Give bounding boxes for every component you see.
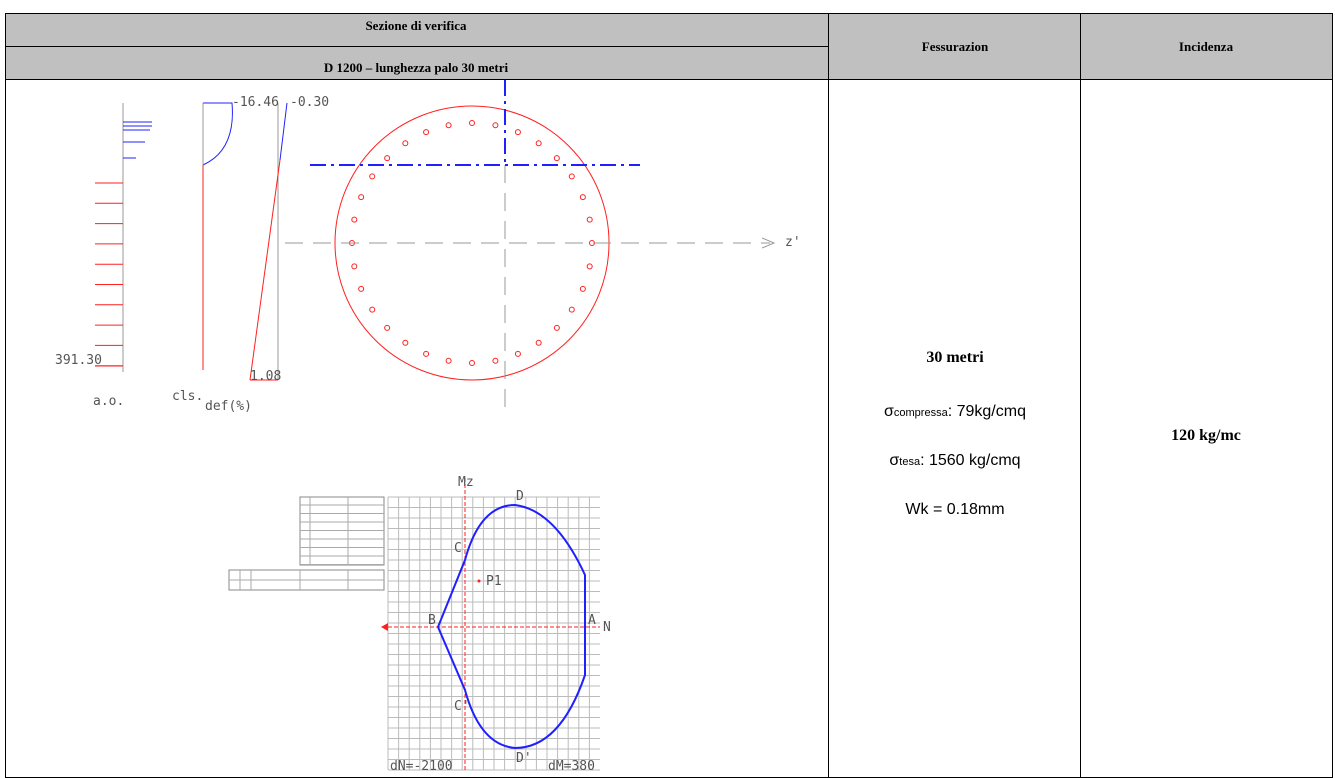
rebar	[384, 155, 391, 162]
figure-label: z'	[785, 235, 801, 250]
rebar	[579, 194, 586, 201]
figure-label: B	[428, 613, 436, 628]
rebar	[553, 324, 560, 331]
figure-label: C'	[454, 699, 470, 714]
col-header: Incidenza	[1179, 39, 1234, 54]
rebar	[402, 339, 409, 346]
rebar	[351, 216, 358, 223]
line	[279, 102, 288, 161]
wk: Wk = 0.18mm	[905, 501, 1004, 518]
rebar	[568, 306, 575, 313]
rebar	[492, 357, 499, 364]
figure-label: dM=380	[548, 759, 595, 774]
subscript: compressa	[894, 407, 949, 419]
rebar	[358, 194, 365, 201]
rebar	[535, 140, 542, 147]
rebar	[445, 357, 452, 364]
section-title: Sezione di verifica	[365, 18, 467, 33]
rebar	[586, 263, 593, 270]
figure-label: a.o.	[93, 394, 124, 409]
figure-label: 391.30	[55, 353, 102, 368]
rebar	[369, 306, 376, 313]
rebar	[445, 122, 452, 129]
incidenza: 120 kg/mc	[1171, 427, 1241, 444]
rebar	[402, 140, 409, 147]
rebar	[384, 324, 391, 331]
sigma-compressa: σcompressa: 79kg/cmq	[884, 403, 1026, 420]
figure-label: -0.30	[290, 95, 329, 110]
figure: 391.30 a.o. cls.def(%) -16.46 -0.30 1.08 z' Mz D…	[55, 80, 801, 774]
figure-label: C	[454, 541, 462, 556]
rebar	[469, 360, 475, 366]
line	[249, 159, 281, 381]
rebar	[514, 129, 521, 136]
rebar	[358, 285, 365, 292]
figure-label: -16.46	[232, 95, 279, 110]
domain	[436, 503, 586, 750]
rebar	[553, 155, 560, 162]
rebar	[492, 122, 499, 129]
figure-label: A	[588, 613, 596, 628]
length: 30 metri	[926, 349, 984, 366]
symbol: σ	[884, 403, 894, 420]
rebar	[423, 350, 430, 357]
rebar	[568, 173, 575, 180]
figure-label: cls.	[172, 389, 203, 404]
figure-label: D'	[516, 751, 532, 766]
point	[477, 579, 481, 583]
figure-label: P1	[486, 574, 502, 589]
value: : 79kg/cmq	[948, 403, 1026, 420]
subscript: tesa	[899, 456, 921, 468]
rebar	[469, 120, 475, 126]
arrow	[381, 623, 388, 631]
figure-label: Mz	[458, 475, 474, 490]
stress-curve	[202, 102, 233, 166]
section-subtitle: D 1200 – lunghezza palo 30 metri	[324, 60, 509, 75]
value: : 1560 kg/cmq	[920, 452, 1021, 469]
col-header: Fessurazion	[922, 39, 989, 54]
figure-label: dN=-2100	[390, 759, 453, 774]
rebar	[579, 285, 586, 292]
symbol: σ	[889, 452, 899, 469]
rebar	[369, 173, 376, 180]
figure-label: 1.08	[250, 369, 281, 384]
rebar	[535, 339, 542, 346]
arrow	[761, 237, 776, 249]
rebar	[586, 216, 593, 223]
figure-label: N	[603, 620, 611, 635]
rebar	[423, 129, 430, 136]
table-border	[5, 13, 1333, 778]
figure-label: D	[516, 489, 524, 504]
rebar	[351, 263, 358, 270]
rebar	[514, 350, 521, 357]
figure-label: def(%)	[205, 399, 252, 414]
sigma-tesa: σtesa: 1560 kg/cmq	[889, 452, 1020, 469]
